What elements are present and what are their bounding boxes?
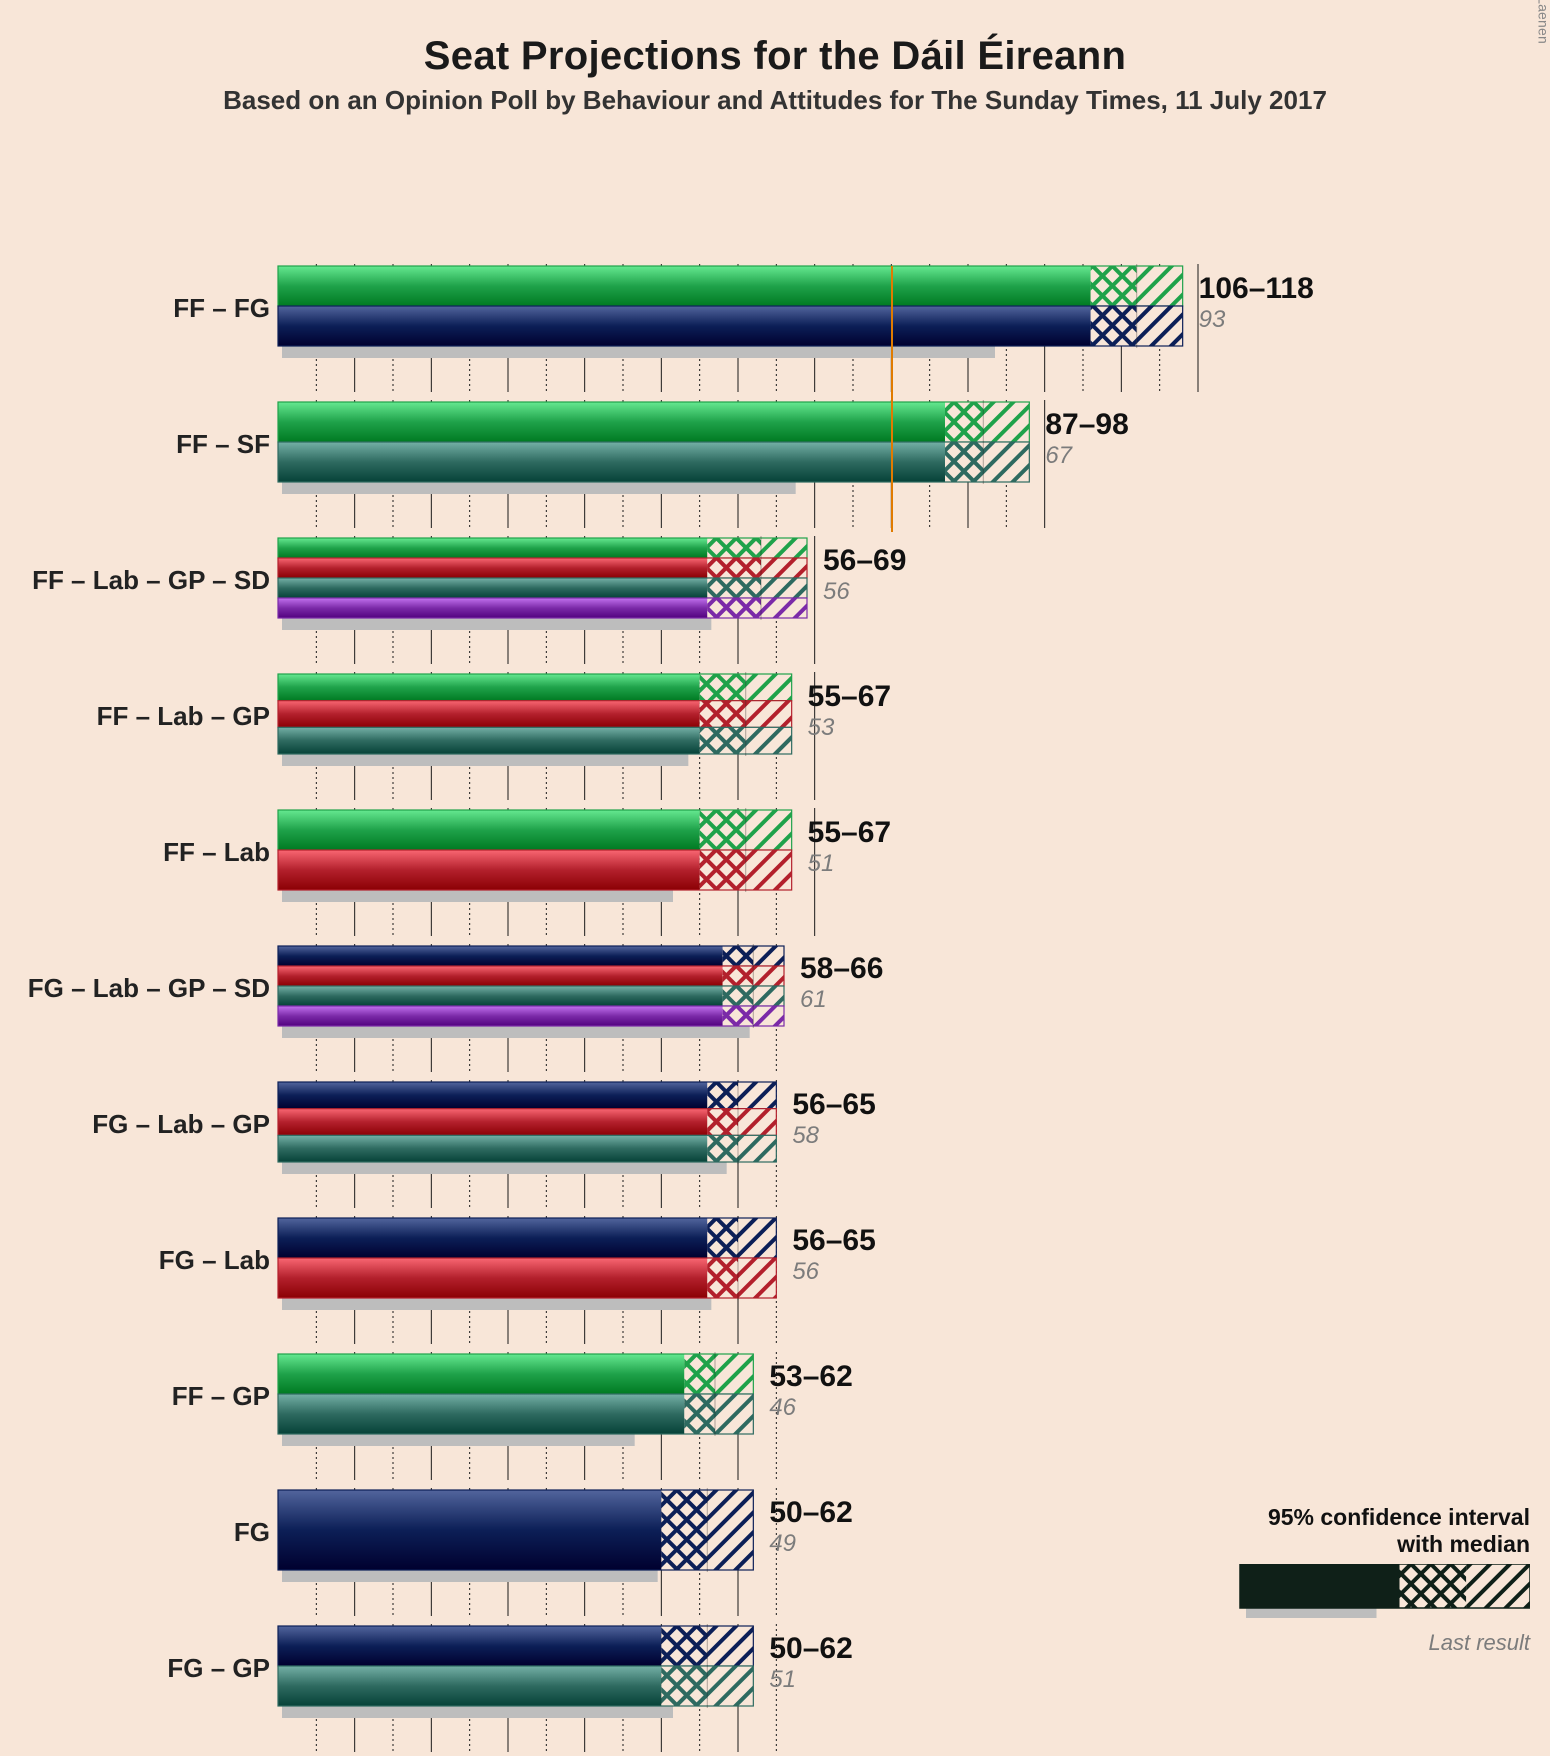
- coalition-bar: [278, 266, 1227, 390]
- value-range: 50–62: [769, 1632, 852, 1666]
- value-range: 58–66: [800, 952, 883, 986]
- value-range: 106–118: [1199, 272, 1314, 306]
- coalition-row: FF – FG 106–11893: [0, 266, 1550, 390]
- value-prev: 56: [792, 1258, 819, 1286]
- value-range: 56–69: [823, 544, 906, 578]
- value-range: 50–62: [769, 1496, 852, 1530]
- value-prev: 49: [769, 1530, 796, 1558]
- coalition-row: FG – Lab – GP 56–6558: [0, 1082, 1550, 1206]
- value-range: 87–98: [1045, 408, 1128, 442]
- coalition-bar: [278, 946, 828, 1070]
- value-range: 55–67: [808, 816, 891, 850]
- coalition-bar: [278, 810, 836, 934]
- coalition-label: FF – Lab – GP – SD: [0, 565, 270, 596]
- coalition-row: FG – Lab – GP – SD 58–6661: [0, 946, 1550, 1070]
- coalition-bar: [278, 1218, 820, 1342]
- coalition-bar: [278, 1490, 797, 1614]
- value-prev: 51: [769, 1666, 796, 1694]
- coalition-row: FF – Lab 55–6751: [0, 810, 1550, 934]
- value-prev: 58: [792, 1122, 819, 1150]
- value-prev: 46: [769, 1394, 796, 1422]
- value-prev: 51: [808, 850, 835, 878]
- chart-subtitle: Based on an Opinion Poll by Behaviour an…: [0, 85, 1550, 116]
- value-prev: 53: [808, 714, 835, 742]
- legend-ci-label-2: with median: [1230, 1531, 1530, 1558]
- legend: 95% confidence interval with median Last…: [1230, 1504, 1530, 1656]
- value-range: 56–65: [792, 1224, 875, 1258]
- legend-last-result-label: Last result: [1230, 1630, 1530, 1656]
- value-prev: 61: [800, 986, 827, 1014]
- coalition-label: FG – Lab – GP – SD: [0, 973, 270, 1004]
- value-range: 56–65: [792, 1088, 875, 1122]
- coalition-label: FF – SF: [0, 429, 270, 460]
- coalition-bar: [278, 402, 1073, 526]
- value-prev: 67: [1045, 442, 1072, 470]
- legend-ci-label-1: 95% confidence interval: [1230, 1504, 1530, 1531]
- value-prev: 56: [823, 578, 850, 606]
- value-prev: 93: [1199, 306, 1226, 334]
- coalition-label: FG – GP: [0, 1653, 270, 1684]
- coalition-row: FF – GP 53–6246: [0, 1354, 1550, 1478]
- coalition-bar: [278, 1626, 797, 1750]
- coalition-bar: [278, 1082, 820, 1206]
- coalition-label: FG – Lab: [0, 1245, 270, 1276]
- coalition-label: FF – FG: [0, 293, 270, 324]
- coalition-label: FF – GP: [0, 1381, 270, 1412]
- coalition-label: FF – Lab: [0, 837, 270, 868]
- coalition-row: FF – SF 87–9867: [0, 402, 1550, 526]
- coalition-label: FG – Lab – GP: [0, 1109, 270, 1140]
- coalition-label: FF – Lab – GP: [0, 701, 270, 732]
- copyright-text: © 2020 Filip van Laenen: [1536, 0, 1550, 44]
- coalition-bar: [278, 1354, 797, 1478]
- chart-title: Seat Projections for the Dáil Éireann: [0, 34, 1550, 79]
- coalition-row: FF – Lab – GP – SD 56–6956: [0, 538, 1550, 662]
- coalition-bar: [278, 674, 836, 798]
- value-range: 53–62: [769, 1360, 852, 1394]
- majority-line: [891, 266, 893, 532]
- coalition-row: FF – Lab – GP 55–6753: [0, 674, 1550, 798]
- value-range: 55–67: [808, 680, 891, 714]
- coalition-row: FG – Lab 56–6556: [0, 1218, 1550, 1342]
- coalition-bar: [278, 538, 851, 662]
- legend-swatch: [1230, 1564, 1530, 1630]
- coalition-label: FG: [0, 1517, 270, 1548]
